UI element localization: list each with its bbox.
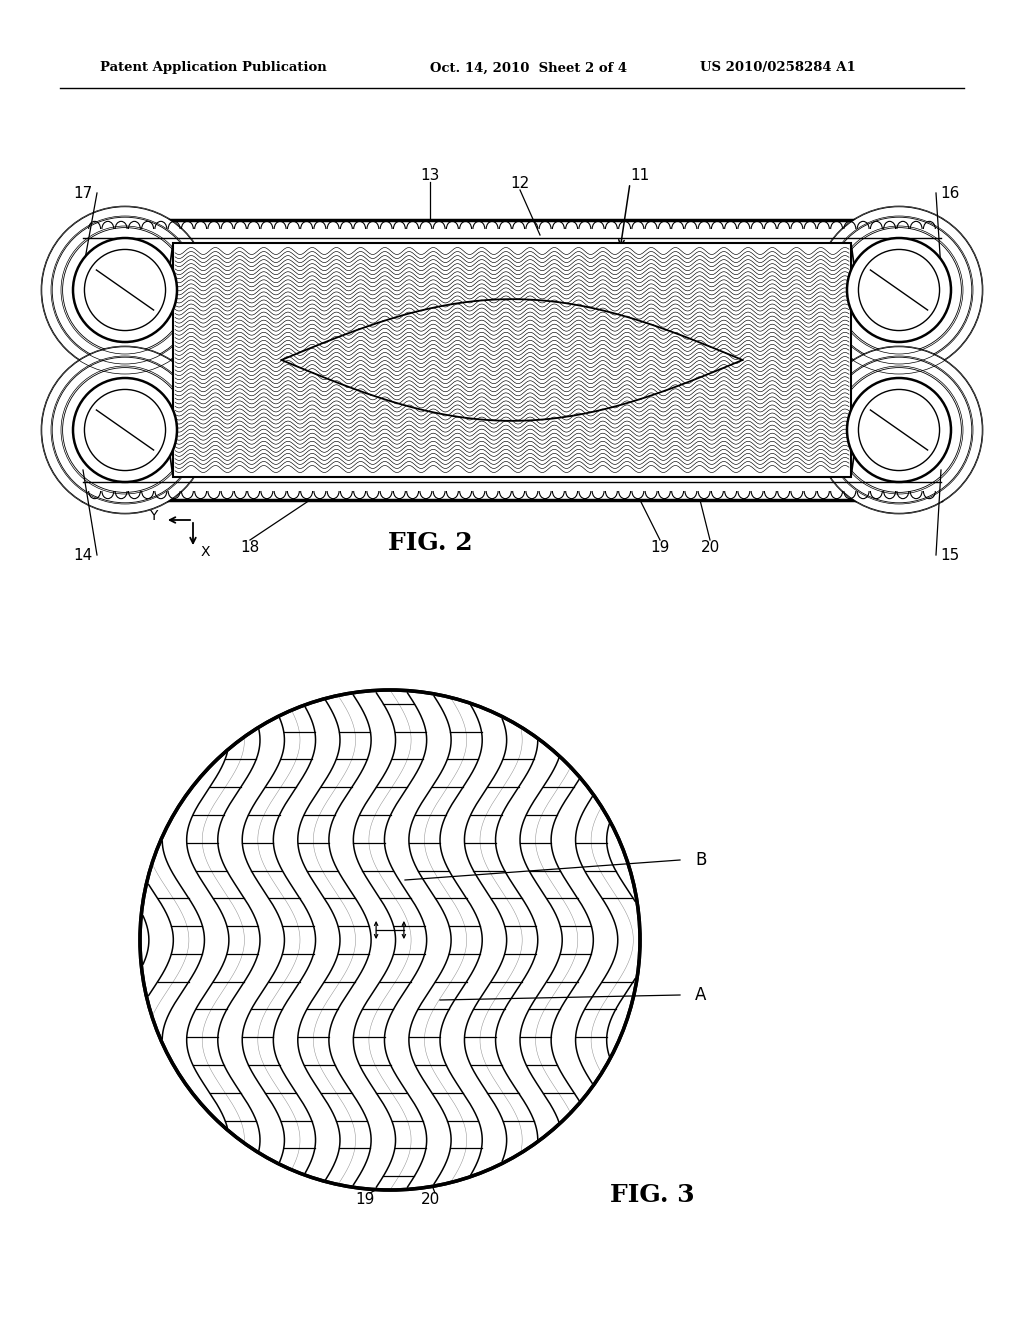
Circle shape xyxy=(847,238,951,342)
Text: Patent Application Publication: Patent Application Publication xyxy=(100,62,327,74)
Bar xyxy=(83,220,941,500)
Circle shape xyxy=(52,218,198,363)
Text: A: A xyxy=(695,986,707,1005)
Circle shape xyxy=(42,347,208,513)
Text: 20: 20 xyxy=(700,540,720,556)
Text: 14: 14 xyxy=(74,548,92,562)
Text: 12: 12 xyxy=(510,176,529,190)
Circle shape xyxy=(826,358,972,503)
Text: 20: 20 xyxy=(421,1192,439,1208)
Text: X: X xyxy=(201,545,210,558)
Circle shape xyxy=(42,207,208,374)
Circle shape xyxy=(52,358,198,503)
Text: 19: 19 xyxy=(650,540,670,556)
Text: 11: 11 xyxy=(631,168,649,182)
Text: 19: 19 xyxy=(355,1192,375,1208)
Circle shape xyxy=(816,347,982,513)
Text: 16: 16 xyxy=(940,186,959,201)
Text: B: B xyxy=(695,851,707,869)
Circle shape xyxy=(73,238,177,342)
Circle shape xyxy=(73,378,177,482)
Circle shape xyxy=(62,227,187,352)
Circle shape xyxy=(837,367,962,492)
Circle shape xyxy=(858,389,940,470)
Circle shape xyxy=(826,218,972,363)
Text: FIG. 2: FIG. 2 xyxy=(388,531,472,554)
Text: 15: 15 xyxy=(940,548,959,562)
Circle shape xyxy=(837,227,962,352)
Text: 13: 13 xyxy=(420,168,439,182)
Bar xyxy=(173,243,851,477)
Circle shape xyxy=(847,378,951,482)
Text: 18: 18 xyxy=(241,540,260,556)
Text: Oct. 14, 2010  Sheet 2 of 4: Oct. 14, 2010 Sheet 2 of 4 xyxy=(430,62,627,74)
Text: FIG. 3: FIG. 3 xyxy=(610,1183,694,1206)
Circle shape xyxy=(62,367,187,492)
Circle shape xyxy=(816,207,982,374)
Text: Y: Y xyxy=(148,510,158,523)
Text: 17: 17 xyxy=(74,186,92,201)
Circle shape xyxy=(84,249,166,330)
Circle shape xyxy=(140,690,640,1191)
Circle shape xyxy=(84,389,166,470)
Text: US 2010/0258284 A1: US 2010/0258284 A1 xyxy=(700,62,856,74)
Circle shape xyxy=(858,249,940,330)
